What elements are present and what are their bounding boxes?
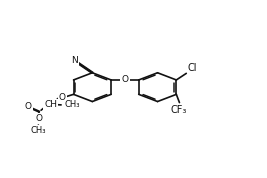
Text: CH: CH bbox=[44, 100, 57, 109]
Text: CH₃: CH₃ bbox=[64, 100, 80, 109]
Text: O: O bbox=[59, 93, 66, 102]
Text: O: O bbox=[25, 102, 32, 111]
Text: O: O bbox=[36, 114, 43, 123]
Text: CF₃: CF₃ bbox=[170, 105, 187, 115]
Text: CH₃: CH₃ bbox=[31, 126, 46, 135]
Text: N: N bbox=[71, 56, 77, 65]
Text: Cl: Cl bbox=[187, 63, 197, 73]
Text: O: O bbox=[121, 75, 128, 84]
